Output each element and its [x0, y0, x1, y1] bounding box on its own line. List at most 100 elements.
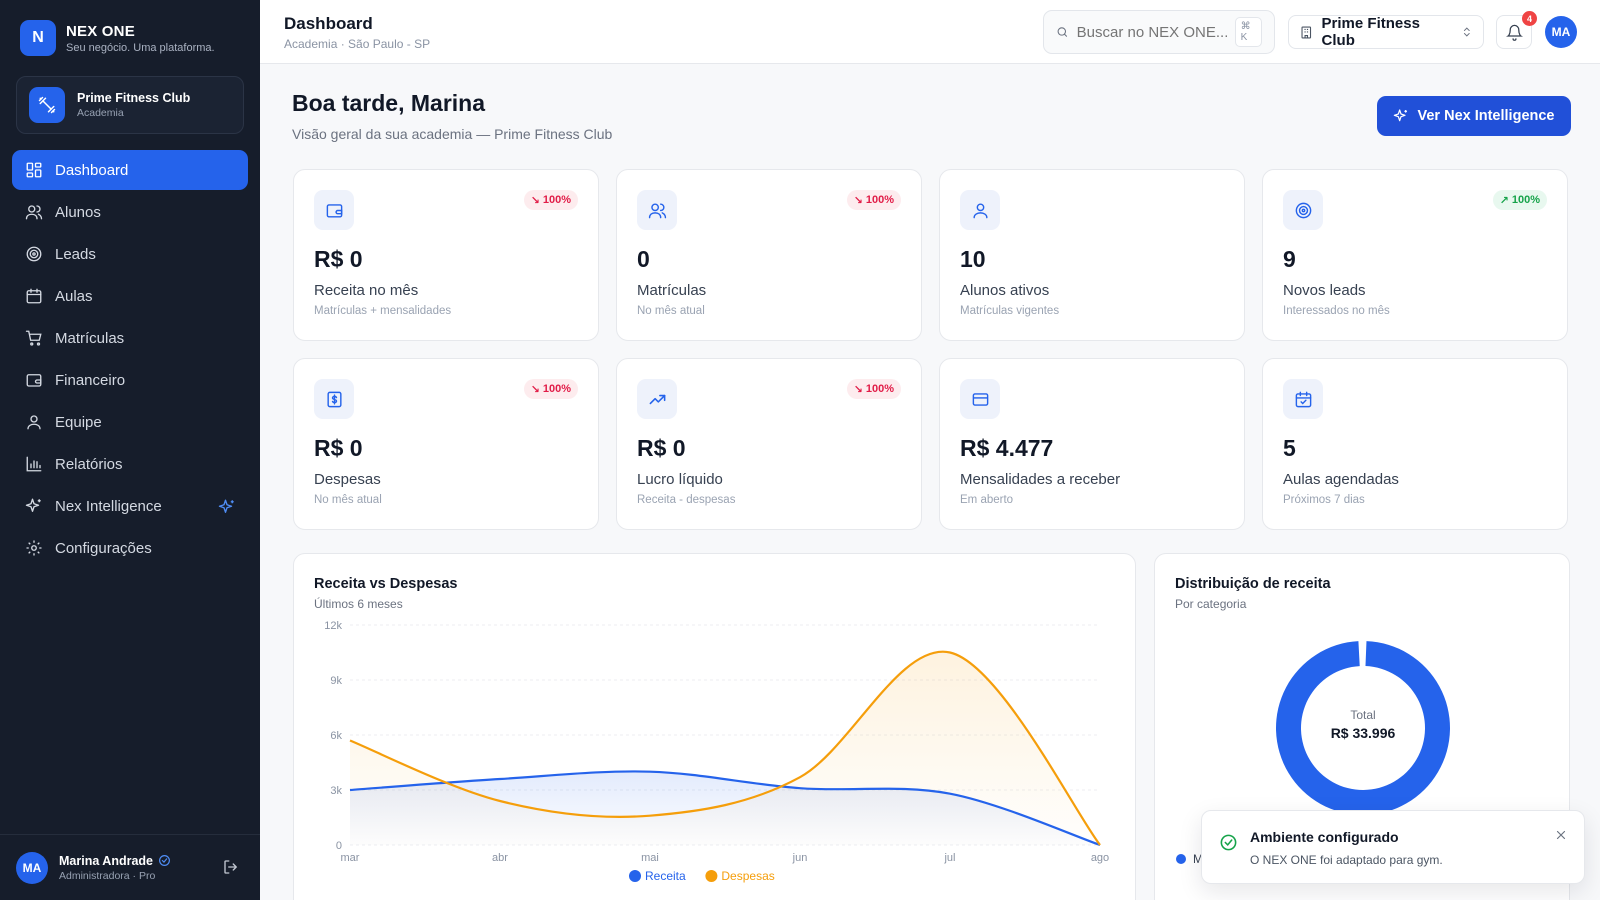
sidebar-item-label: Configurações [55, 539, 152, 557]
sparkles-icon [1394, 109, 1408, 122]
y-tick-label: 6k [330, 730, 342, 742]
building-icon [1301, 25, 1312, 39]
kpi-card-matriculas[interactable]: ↘ 100% 0 Matrículas No mês atual [616, 169, 922, 341]
sidebar-item-label: Relatórios [55, 455, 123, 473]
search-input[interactable] [1076, 23, 1227, 41]
calendar-icon [26, 288, 42, 304]
revenue-expenses-panel: Receita vs Despesas Últimos 6 meses 0 3k 6… [293, 553, 1136, 900]
kpi-card-receita[interactable]: ↘ 100% R$ 0 Receita no mês Matrículas + m… [293, 169, 599, 341]
close-icon[interactable] [1554, 828, 1568, 842]
donut-center-value: R$ 33.996 [1331, 725, 1396, 741]
sidebar-item-matriculas[interactable]: Matrículas [12, 318, 248, 358]
sidebar-item-label: Matrículas [55, 329, 125, 347]
user-name-row: Marina Andrade [59, 854, 171, 868]
toast-notification: Ambiente configurado O NEX ONE foi adapt… [1201, 810, 1585, 884]
sparkles-icon [25, 498, 41, 512]
y-tick-label: 0 [336, 840, 342, 852]
greeting-subtitle: Visão geral da sua academia — Prime Fitn… [292, 126, 613, 142]
sidebar-item-financeiro[interactable]: Financeiro [12, 360, 248, 400]
toast-message: O NEX ONE foi adaptado para gym. [1250, 853, 1443, 867]
dumbbell-icon [29, 87, 65, 123]
sidebar-item-aulas[interactable]: Aulas [12, 276, 248, 316]
x-tick-label: ago [1091, 852, 1109, 864]
revenue-expenses-chart: 0 3k 6k 9k 12k mar abr mai jun jul ago Receita Despe… [324, 620, 1109, 883]
org-type: Academia [77, 107, 124, 119]
kpi-value: R$ 0 [637, 435, 686, 461]
kpi-value: 10 [960, 246, 986, 272]
kpi-label: Matrículas [637, 282, 707, 299]
y-tick-label: 12k [324, 620, 342, 632]
trend-up-icon: ↗ [1499, 194, 1509, 207]
bell-icon [1505, 24, 1523, 41]
brand-logo: N [20, 20, 56, 56]
donut-center-label: Total [1350, 708, 1375, 722]
notification-badge: 4 [1522, 11, 1537, 26]
kpi-card-despesas[interactable]: ↘ 100% R$ 0 Despesas No mês atual [293, 358, 599, 530]
kpi-value: 9 [1283, 246, 1296, 272]
brand-name: NEX ONE [66, 22, 135, 40]
x-tick-label: jun [792, 852, 808, 864]
kpi-label: Receita no mês [314, 282, 419, 299]
trend-down-icon: ↘ [853, 383, 863, 396]
kpi-label: Lucro líquido [637, 471, 723, 488]
search-box[interactable]: ⌘ K [1043, 10, 1275, 54]
sidebar-item-label: Financeiro [55, 371, 126, 389]
kpi-value: R$ 4.477 [960, 435, 1054, 461]
target-icon [1283, 190, 1323, 230]
cart-icon [25, 330, 42, 346]
org-select[interactable]: Prime Fitness Club [1288, 15, 1484, 49]
trend-pill: ↘ 100% [846, 190, 901, 210]
trend-pill: ↘ 100% [523, 379, 578, 399]
bar-chart-icon [26, 456, 42, 472]
calendar-check-icon [1283, 379, 1323, 419]
chart-subtitle: Por categoria [1175, 597, 1247, 611]
legend-label: Despesas [721, 869, 774, 883]
trend-pill: ↘ 100% [523, 190, 578, 210]
trend-value: 100% [865, 194, 894, 206]
x-tick-label: jul [943, 852, 955, 864]
wallet-icon [314, 190, 354, 230]
trend-down-icon: ↘ [530, 383, 540, 396]
sidebar-item-alunos[interactable]: Alunos [12, 192, 248, 232]
trend-value: 100% [1511, 194, 1540, 206]
ai-sparkle-icon [218, 499, 234, 513]
sidebar-item-label: Aulas [55, 287, 93, 305]
kpi-card-lucro-liquido[interactable]: ↘ 100% R$ 0 Lucro líquido Receita - despe… [616, 358, 922, 530]
sidebar-item-relatorios[interactable]: Relatórios [12, 444, 248, 484]
team-icon [27, 415, 41, 430]
chart-title: Receita vs Despesas [314, 576, 458, 592]
sidebar-item-label: Equipe [55, 413, 102, 431]
brand[interactable]: N NEX ONE Seu negócio. Uma plataforma. [20, 20, 215, 56]
trend-pill: ↘ 100% [846, 379, 901, 399]
trend-value: 100% [542, 383, 571, 395]
users-icon [637, 190, 677, 230]
user-profile[interactable]: MA Marina Andrade Administradora · Pro [0, 834, 260, 900]
kpi-subtitle: Matrículas + mensalidades [314, 305, 452, 317]
sidebar-item-equipe[interactable]: Equipe [12, 402, 248, 442]
sidebar-item-dashboard[interactable]: Dashboard [12, 150, 248, 190]
kpi-card-novos-leads[interactable]: ↗ 100% 9 Novos leads Interessados no mês [1262, 169, 1568, 341]
kpi-value: 5 [1283, 435, 1296, 461]
users-icon [25, 205, 43, 220]
revenue-distribution-donut: Total R$ 33.996 M [1176, 641, 1450, 866]
header-avatar[interactable]: MA [1545, 16, 1577, 48]
y-tick-label: 9k [330, 675, 342, 687]
kpi-card-aulas-agendadas[interactable]: 5 Aulas agendadas Próximos 7 dias [1262, 358, 1568, 530]
greeting-title: Boa tarde, Marina [292, 90, 485, 116]
sidebar-item-configuracoes[interactable]: Configurações [12, 528, 248, 568]
kpi-card-alunos-ativos[interactable]: 10 Alunos ativos Matrículas vigentes [939, 169, 1245, 341]
org-select-value: Prime Fitness Club [1321, 15, 1420, 49]
org-switcher-card[interactable]: Prime Fitness Club Academia [16, 76, 244, 134]
kpi-label: Mensalidades a receber [960, 471, 1121, 488]
kpi-label: Novos leads [1283, 282, 1366, 299]
logout-icon[interactable] [222, 858, 240, 876]
kpi-value: 0 [637, 246, 650, 272]
notifications-button[interactable]: 4 [1496, 11, 1537, 49]
nex-intelligence-button[interactable]: Ver Nex Intelligence [1377, 96, 1571, 136]
sidebar-item-nex-intelligence[interactable]: Nex Intelligence [12, 486, 248, 526]
sidebar-item-leads[interactable]: Leads [12, 234, 248, 274]
chevron-up-down-icon [1464, 27, 1471, 37]
sidebar-item-label: Nex Intelligence [55, 497, 162, 515]
kpi-card-mensalidades[interactable]: R$ 4.477 Mensalidades a receber Em abert… [939, 358, 1245, 530]
trend-value: 100% [542, 194, 571, 206]
